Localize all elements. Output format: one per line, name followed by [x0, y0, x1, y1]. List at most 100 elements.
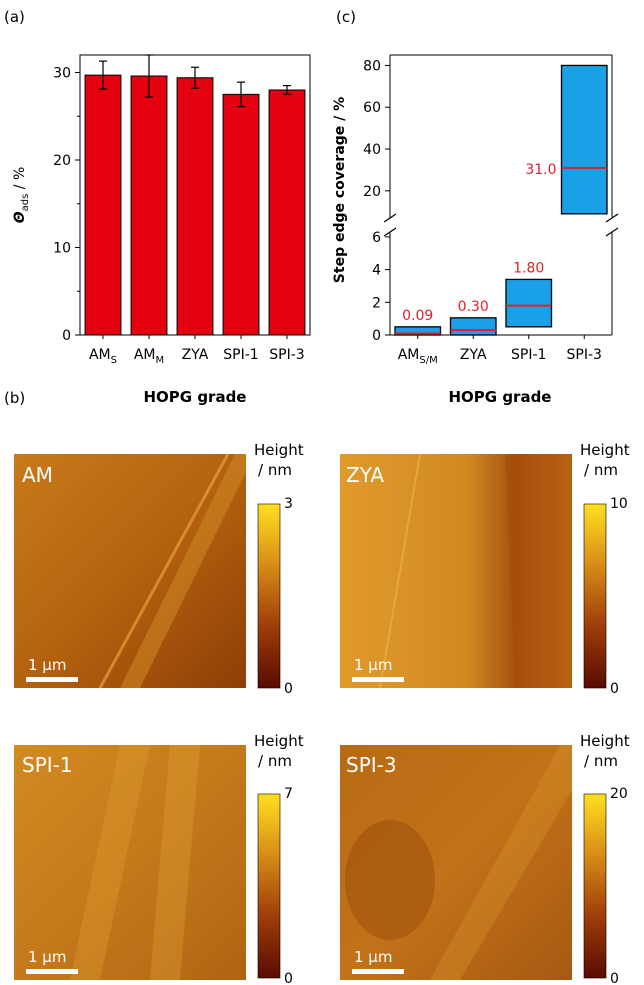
- colorbar-am: [257, 503, 281, 689]
- afm-scalebar-label-am: 1 µm: [28, 656, 66, 674]
- afm-image-am: [14, 454, 246, 688]
- y-tick-label-3: 30: [53, 66, 71, 82]
- median-label-0: 0.09: [402, 308, 433, 324]
- afm-images: AM 1 µm Height / nm 3 0 ZYA 1 µm Height …: [14, 441, 630, 985]
- afm-step-zya-2: [379, 453, 421, 689]
- panel-label-a: (a): [4, 8, 25, 26]
- x-tick-label-1-main: AM: [134, 347, 156, 363]
- afm-feature-spi3: [345, 820, 435, 940]
- error-bar-0: [99, 60, 107, 90]
- colorbar-title-zya: Height: [580, 441, 630, 459]
- afm-scalebar-am: [26, 677, 78, 682]
- y-tick-label-0: 0: [62, 328, 71, 344]
- afm-panel-spi1: SPI-1 1 µm Height / nm 7 0: [14, 732, 304, 985]
- colorbar-unit-spi1: / nm: [258, 752, 292, 770]
- x-tick-label-0: AMS: [89, 347, 117, 366]
- colorbar-spi3: [583, 793, 607, 979]
- afm-image-spi3: [340, 745, 572, 980]
- x-tick-label-4-main: SPI-3: [269, 347, 304, 363]
- afm-panel-am: AM 1 µm Height / nm 3 0: [14, 441, 304, 697]
- axis-break-0-b: [383, 227, 397, 237]
- error-bar-1: [145, 54, 153, 98]
- x-tick-label-3: SPI-1: [223, 347, 258, 363]
- x-tick-label-3-main: SPI-1: [223, 347, 258, 363]
- box-2: [505, 278, 553, 328]
- x-tick-label-2-main: ZYA: [182, 347, 209, 363]
- afm-step-am-2: [98, 453, 230, 689]
- panel-label-b: (b): [4, 389, 25, 407]
- bar-0: [84, 74, 122, 336]
- x-tick-label-0-sub: S: [111, 355, 117, 366]
- c-y-tick-label-upper-0: 20: [363, 184, 381, 200]
- c-y-tick-label-lower-1: 2: [372, 295, 381, 311]
- afm-scalebar-zya: [352, 677, 404, 682]
- x-tick-label-1: AMM: [134, 347, 164, 366]
- axis-break-0-a: [383, 213, 397, 223]
- chart-a-xlabel: HOPG grade: [143, 388, 246, 406]
- c-y-tick-label-upper-1: 40: [363, 142, 381, 158]
- chart-a-ylabel-symbol: Θ: [12, 211, 28, 223]
- c-x-tick-label-3: SPI-3: [567, 347, 602, 363]
- box-1: [449, 317, 497, 336]
- x-tick-label-4: SPI-3: [269, 347, 304, 363]
- colorbar-unit-zya: / nm: [584, 461, 618, 479]
- median-label-2: 1.80: [513, 260, 544, 276]
- box-3: [560, 64, 608, 215]
- afm-image-zya: [340, 454, 572, 688]
- axis-break-1-b: [605, 227, 619, 237]
- afm-label-am: AM: [22, 463, 53, 487]
- x-tick-label-1-sub: M: [156, 355, 165, 366]
- afm-step-am-1: [120, 454, 246, 688]
- colorbar-zya: [583, 503, 607, 689]
- c-y-tick-label-lower-3: 6: [372, 230, 381, 246]
- c-y-tick-label-upper-3: 80: [363, 58, 381, 74]
- bar-1: [130, 75, 168, 336]
- afm-image-spi1: [14, 745, 246, 980]
- afm-step-spi1-2: [150, 745, 200, 980]
- chart-c: 0.09 0.30 1.80 31.0 0 2 4 6 20 40 60 80 AMS/M ZYA SP…: [332, 54, 619, 406]
- colorbar-min-zya: 0: [610, 681, 619, 697]
- afm-scalebar-label-spi1: 1 µm: [28, 948, 66, 966]
- y-tick-label-2: 20: [53, 153, 71, 169]
- c-x-tick-label-2: SPI-1: [511, 347, 546, 363]
- c-x-tick-label-0-main: AM: [398, 347, 420, 363]
- afm-scalebar-spi1: [26, 969, 78, 974]
- afm-step-spi3-1: [430, 745, 572, 980]
- colorbar-min-spi1: 0: [284, 971, 293, 985]
- c-x-tick-label-1-main: ZYA: [460, 347, 487, 363]
- c-x-tick-label-1: ZYA: [460, 347, 487, 363]
- bar-3: [222, 93, 260, 336]
- median-label-3: 31.0: [525, 162, 556, 178]
- colorbar-title-spi3: Height: [580, 732, 630, 750]
- bar-2: [176, 77, 214, 336]
- c-y-tick-label-lower-0: 0: [372, 328, 381, 344]
- colorbar-max-spi3: 20: [610, 786, 628, 802]
- afm-panel-zya: ZYA 1 µm Height / nm 10 0: [340, 441, 630, 697]
- afm-scalebar-label-zya: 1 µm: [354, 656, 392, 674]
- c-x-tick-label-3-main: SPI-3: [567, 347, 602, 363]
- colorbar-min-spi3: 0: [610, 971, 619, 985]
- afm-label-spi3: SPI-3: [346, 753, 397, 777]
- colorbar-title-am: Height: [254, 441, 304, 459]
- error-bar-3: [237, 81, 245, 108]
- c-x-tick-label-0-sub: S/M: [419, 355, 437, 366]
- panel-label-c: (c): [336, 8, 356, 26]
- colorbar-title-spi1: Height: [254, 732, 304, 750]
- median-label-1: 0.30: [458, 299, 489, 315]
- colorbar-unit-am: / nm: [258, 461, 292, 479]
- afm-label-spi1: SPI-1: [22, 753, 73, 777]
- colorbar-spi1: [257, 793, 281, 979]
- afm-scalebar-label-spi3: 1 µm: [354, 948, 392, 966]
- afm-step-zya-1: [505, 454, 572, 688]
- colorbar-unit-spi3: / nm: [584, 752, 618, 770]
- x-tick-label-0-main: AM: [89, 347, 111, 363]
- chart-a-ylabel-sub: ads: [20, 194, 31, 212]
- c-y-tick-label-upper-2: 60: [363, 100, 381, 116]
- bar-4: [268, 89, 306, 336]
- chart-c-xlabel: HOPG grade: [448, 388, 551, 406]
- afm-scalebar-spi3: [352, 969, 404, 974]
- colorbar-max-am: 3: [284, 496, 293, 512]
- chart-c-ylabel: Step edge coverage / %: [332, 97, 348, 283]
- afm-label-zya: ZYA: [346, 463, 384, 487]
